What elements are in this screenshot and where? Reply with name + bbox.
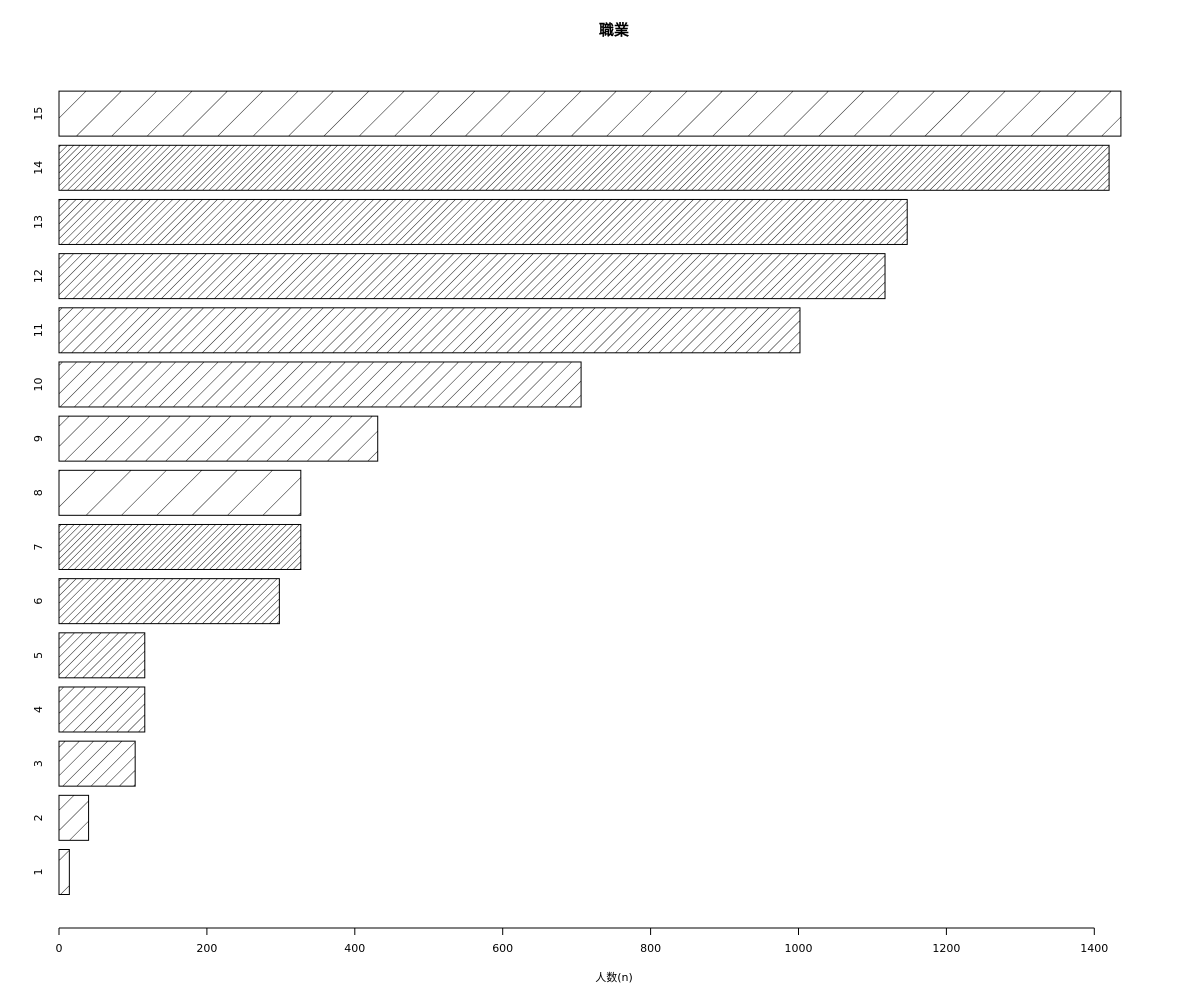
bar-13	[58, 198, 908, 245]
category-label-10: 10	[32, 377, 45, 391]
bar-15	[58, 90, 1122, 137]
category-label-7: 7	[32, 543, 45, 550]
x-tick-label-1200: 1200	[932, 942, 960, 955]
category-label-2: 2	[32, 814, 45, 821]
category-label-11: 11	[32, 323, 45, 337]
category-label-5: 5	[32, 652, 45, 659]
bar-3	[58, 740, 136, 787]
category-label-3: 3	[32, 760, 45, 767]
x-tick-label-600: 600	[492, 942, 513, 955]
bar-7	[58, 523, 302, 570]
bar-5	[58, 632, 146, 679]
bar-4	[58, 686, 146, 733]
category-label-4: 4	[32, 706, 45, 713]
x-tick-label-0: 0	[56, 942, 63, 955]
bar-1	[58, 849, 70, 895]
category-label-12: 12	[32, 269, 45, 283]
bar-14	[58, 144, 1110, 191]
x-tick-label-800: 800	[640, 942, 661, 955]
bar-8	[58, 469, 302, 516]
category-label-9: 9	[32, 435, 45, 442]
bar-6	[58, 578, 280, 625]
bar-11	[58, 307, 801, 354]
bar-10	[58, 361, 582, 408]
x-axis: 0 200 400 600 800 1000 1200 1400	[56, 927, 1108, 955]
category-label-8: 8	[32, 489, 45, 496]
category-label-6: 6	[32, 598, 45, 605]
category-label-1: 1	[32, 869, 45, 876]
x-tick-label-200: 200	[196, 942, 217, 955]
bar-2	[58, 794, 90, 841]
category-label-14: 14	[32, 161, 45, 175]
bars-layer	[58, 90, 1122, 895]
category-label-15: 15	[32, 107, 45, 121]
bar-9	[58, 415, 379, 462]
bar-12	[58, 253, 886, 300]
chart-title: 職業	[599, 21, 630, 39]
x-axis-title: 人数(n)	[595, 971, 633, 984]
x-tick-label-400: 400	[344, 942, 365, 955]
x-tick-label-1400: 1400	[1080, 942, 1108, 955]
category-label-13: 13	[32, 215, 45, 229]
x-tick-label-1000: 1000	[785, 942, 813, 955]
